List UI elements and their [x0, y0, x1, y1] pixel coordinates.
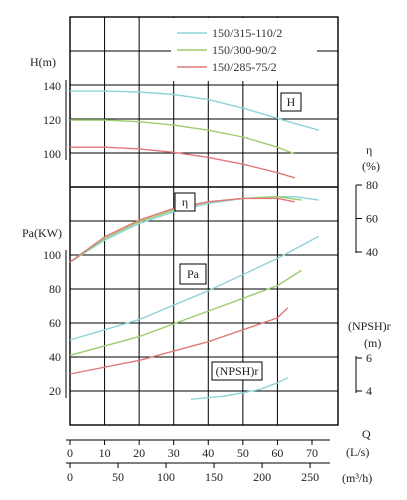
head-panel-label-box [280, 92, 302, 112]
labels: 100120140H(m)20406080100Pa(KW)406080η(%)… [22, 55, 391, 485]
power-axis-title: Pa(KW) [22, 226, 62, 240]
q-ls-tick-label: 40 [202, 446, 214, 460]
head-axis-title: H(m) [30, 55, 56, 69]
head-panel-label: H [287, 95, 296, 109]
head-tick-label: 120 [43, 113, 61, 127]
power-panel-label: Pa [187, 267, 200, 281]
q-ls-tick-label: 0 [67, 446, 73, 460]
q-ls-tick-label: 10 [99, 446, 111, 460]
npsh-axis-title: (NPSH)r [348, 319, 391, 333]
q-m3h-tick-label: 50 [112, 470, 124, 484]
q-m3h-tick-label: 0 [67, 470, 73, 484]
q-ls-tick-label: 70 [306, 446, 318, 460]
efficiency-axis-title: η [366, 143, 372, 157]
q-ls-unit: (L/s) [346, 445, 369, 459]
npsh-axis-unit: (m) [364, 336, 381, 350]
power-curve-2 [69, 269, 302, 356]
efficiency-axis-unit: (%) [362, 159, 380, 173]
efficiency-panel-label-box [174, 192, 196, 212]
legend-entry-1: 150/315-110/2 [212, 26, 282, 40]
q-axis-title: Q [362, 427, 371, 441]
legend: 150/315-110/2 150/300-90/2 150/285-75/2 [171, 18, 317, 81]
head-tick-label: 100 [43, 147, 61, 161]
efficiency-tick-label: 40 [366, 245, 378, 259]
power-tick-label: 80 [49, 282, 61, 296]
q-m3h-unit: (m³/h) [342, 471, 372, 485]
curves [69, 90, 320, 400]
legend-entry-3: 150/285-75/2 [212, 60, 277, 74]
npsh-tick-label: 6 [366, 351, 372, 365]
npsh-panel-label-box [211, 361, 263, 381]
npsh-curve-1 [190, 377, 289, 400]
efficiency-tick-label: 80 [366, 178, 378, 192]
q-ls-tick-label: 60 [271, 446, 283, 460]
efficiency-panel-label: η [182, 195, 188, 209]
legend-entry-2: 150/300-90/2 [212, 43, 277, 57]
power-panel-label-box [179, 263, 207, 285]
q-m3h-tick-label: 200 [253, 470, 271, 484]
q-ls-tick-label: 30 [168, 446, 180, 460]
efficiency-curve-1 [69, 196, 319, 263]
npsh-panel-label: (NPSH)r [216, 364, 259, 378]
head-curve-2 [70, 119, 295, 155]
efficiency-tick-label: 60 [366, 212, 378, 226]
head-tick-label: 140 [43, 79, 61, 93]
q-m3h-tick-label: 250 [301, 470, 319, 484]
axes [65, 80, 362, 468]
q-m3h-tick-label: 100 [157, 470, 175, 484]
head-curve-1 [70, 90, 320, 131]
npsh-tick-label: 4 [366, 384, 372, 398]
power-curve-1 [69, 235, 320, 341]
power-curve-3 [69, 307, 289, 375]
power-tick-label: 100 [43, 248, 61, 262]
power-tick-label: 60 [49, 316, 61, 330]
power-tick-label: 20 [49, 384, 61, 398]
power-tick-label: 40 [49, 350, 61, 364]
q-ls-tick-label: 20 [133, 446, 145, 460]
q-ls-tick-label: 50 [237, 446, 249, 460]
q-m3h-tick-label: 150 [205, 470, 223, 484]
head-curve-3 [70, 146, 295, 179]
